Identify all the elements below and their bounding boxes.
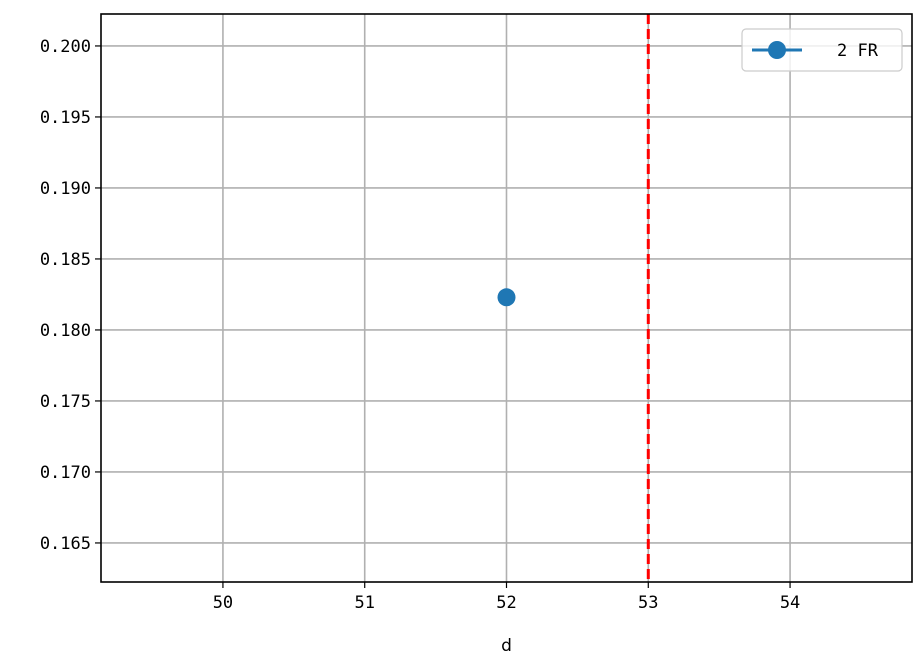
legend: 2 FR <box>741 28 903 72</box>
y-tick-label: 0.200 <box>40 37 91 57</box>
x-tick-label: 52 <box>496 593 516 613</box>
series-layer <box>497 288 516 307</box>
legend-series-marker <box>768 41 786 59</box>
x-axis-label: d <box>501 636 512 656</box>
x-tick-label: 54 <box>780 593 800 613</box>
y-tick-label: 0.180 <box>40 321 91 341</box>
data-point <box>497 288 516 307</box>
y-tick-label: 0.170 <box>40 463 91 483</box>
ticks <box>95 45 791 588</box>
legend-box <box>741 28 903 72</box>
y-tick-label: 0.175 <box>40 392 91 412</box>
x-tick-label: 53 <box>638 593 658 613</box>
x-tick-label: 50 <box>213 593 233 613</box>
x-tick-label: 51 <box>354 593 374 613</box>
y-tick-label: 0.185 <box>40 250 91 270</box>
y-tick-label: 0.195 <box>40 108 91 128</box>
y-tick-label: 0.190 <box>40 179 91 199</box>
tick-labels: 50 51 52 53 54 0.165 0.170 0.175 0.180 0.185 0.190… <box>40 37 800 613</box>
y-tick-label: 0.165 <box>40 534 91 554</box>
legend-series-label: 2 FR <box>837 41 879 61</box>
